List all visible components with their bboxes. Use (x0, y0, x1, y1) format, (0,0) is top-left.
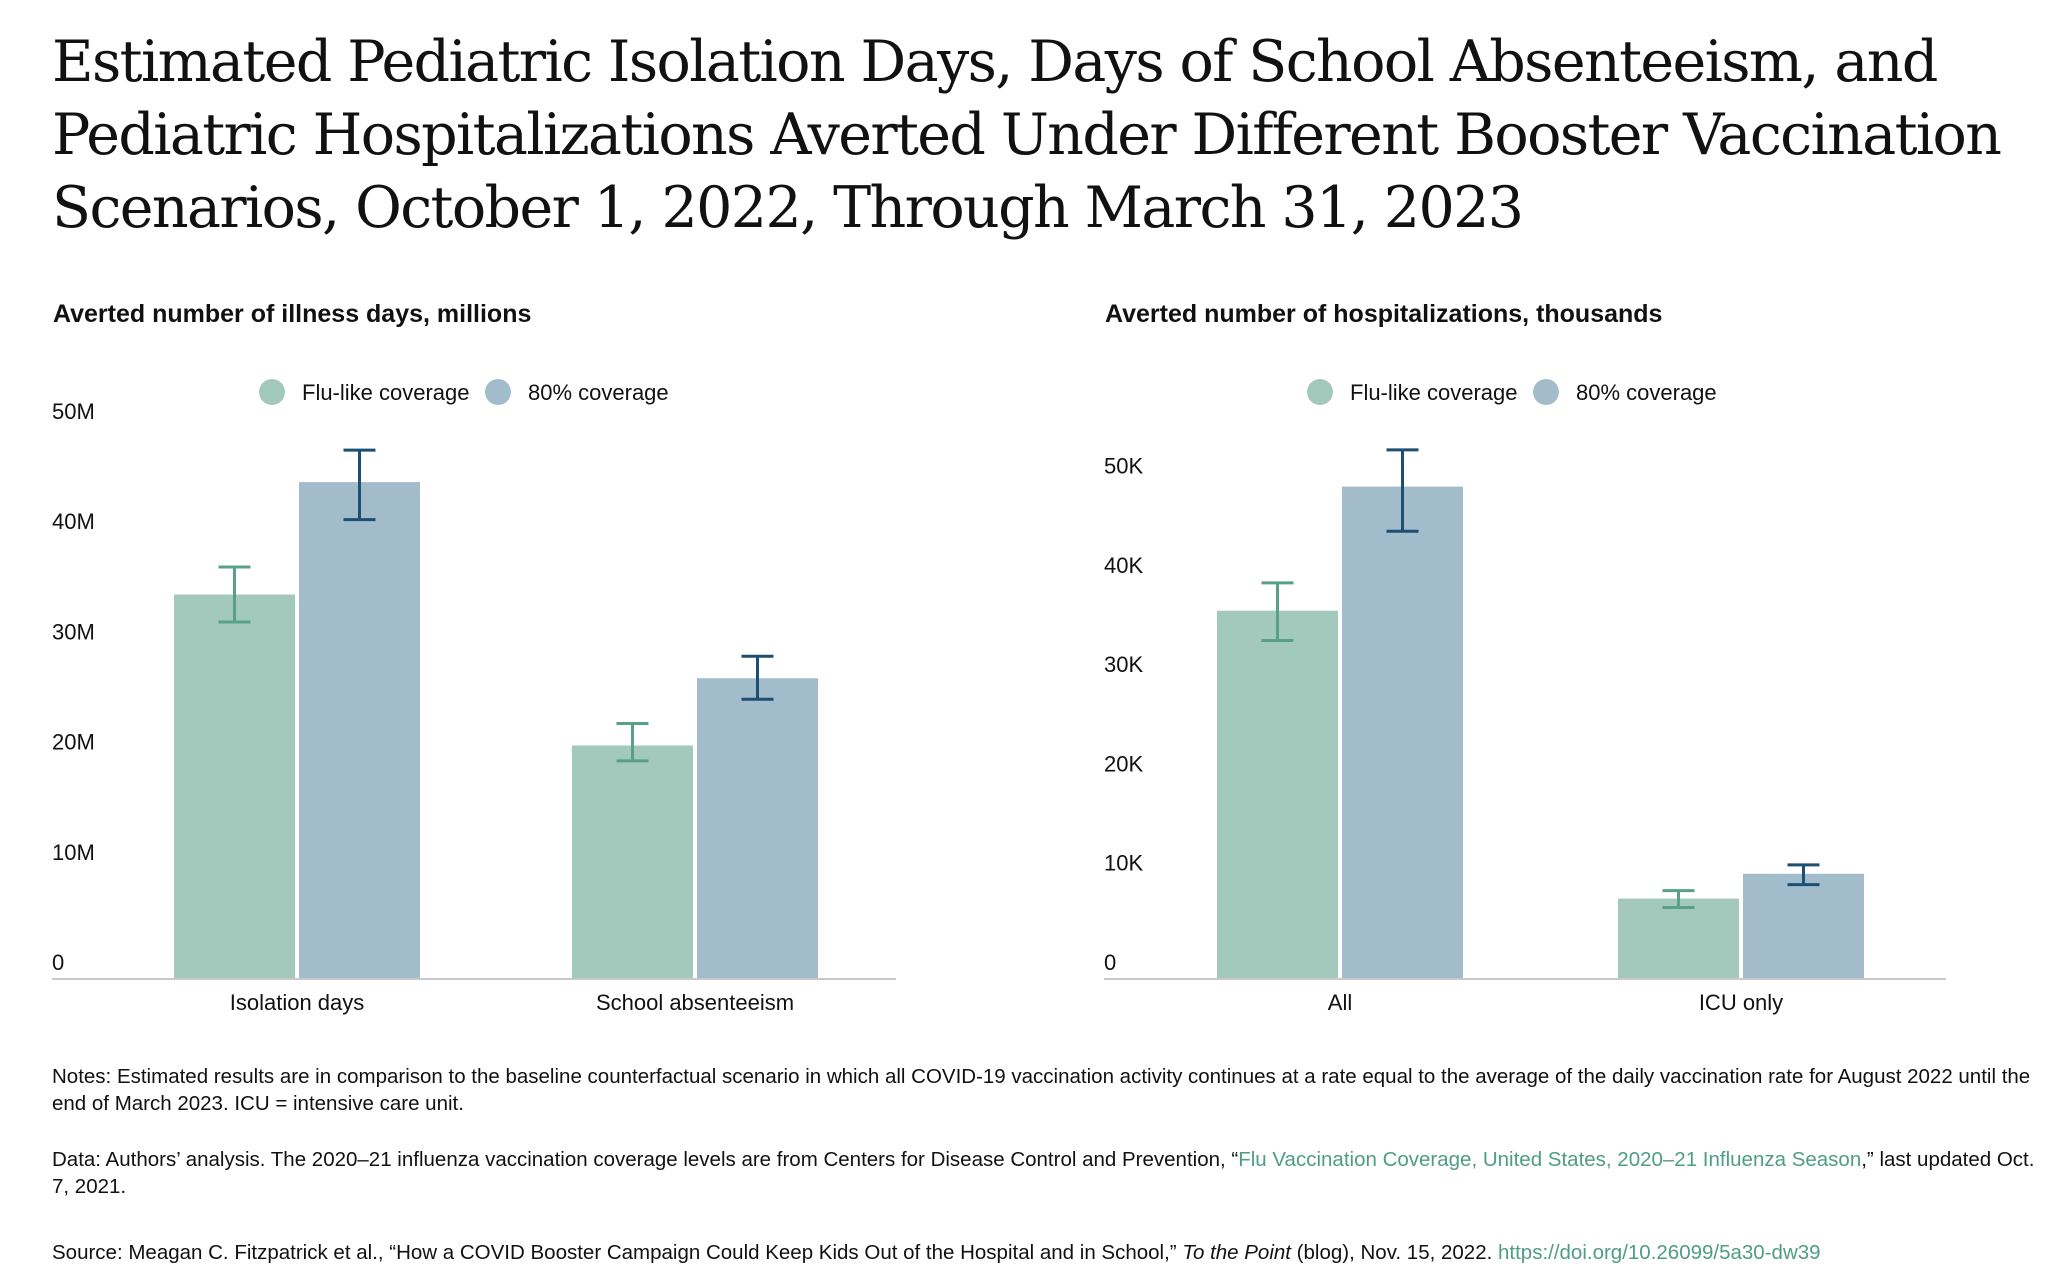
legend-swatch-80-percent (485, 379, 511, 405)
y-tick-label: 50M (52, 399, 95, 424)
source-blog-name: To the Point (1182, 1241, 1291, 1264)
y-tick-label: 0 (52, 950, 64, 975)
legend-swatch-flu-like (1307, 379, 1333, 405)
x-category-label: All (1328, 990, 1352, 1015)
page-title: Estimated Pediatric Isolation Days, Days… (52, 29, 2002, 241)
source-middle: (blog), Nov. 15, 2022. (1290, 1241, 1498, 1264)
cdc-flu-coverage-link[interactable]: Flu Vaccination Coverage, United States,… (1238, 1148, 1862, 1171)
data-note: Data: Authors’ analysis. The 2020–21 inf… (52, 1146, 2042, 1200)
y-tick-label: 20M (52, 730, 95, 755)
illness-days-chart: Averted number of illness days, millions… (52, 300, 896, 1015)
data-note-suffix: ,” last updated Oct. 7, 2021. (52, 1148, 2035, 1198)
notes-body: Notes: Estimated results are in comparis… (52, 1065, 2031, 1115)
legend-label: 80% coverage (528, 380, 669, 405)
x-category-label: School absenteeism (596, 990, 794, 1015)
bar-flu-like (1217, 610, 1338, 978)
doi-link[interactable]: https://doi.org/10.26099/5a30-dw39 (1498, 1241, 1821, 1264)
y-tick-label: 40K (1104, 553, 1143, 578)
data-note-prefix: Data: Authors’ analysis. The 2020–21 inf… (52, 1148, 1239, 1171)
source-note: Source: Meagan C. Fitzpatrick et al., “H… (52, 1239, 2042, 1266)
y-tick-label: 20K (1104, 751, 1143, 776)
source-prefix: Source: Meagan C. Fitzpatrick et al., “H… (52, 1241, 1183, 1264)
bar-80-percent (1743, 873, 1864, 978)
bar-flu-like (174, 594, 295, 978)
y-tick-label: 10K (1104, 851, 1143, 876)
legend-label: Flu-like coverage (1350, 380, 1518, 405)
y-tick-label: 30K (1104, 652, 1143, 677)
legend-swatch-80-percent (1533, 379, 1559, 405)
chart-subtitle: Averted number of illness days, millions (53, 300, 531, 328)
bar-80-percent (1342, 486, 1463, 978)
y-tick-label: 0 (1104, 950, 1116, 975)
y-tick-label: 30M (52, 619, 95, 644)
legend-swatch-flu-like (259, 379, 285, 405)
chart-subtitle: Averted number of hospitalizations, thou… (1105, 300, 1662, 328)
y-tick-label: 40M (52, 509, 95, 534)
bar-80-percent (299, 482, 420, 978)
bar-80-percent (697, 678, 818, 978)
y-tick-label: 50K (1104, 454, 1143, 479)
hospitalizations-chart: Averted number of hospitalizations, thou… (1104, 300, 1946, 1015)
x-category-label: Isolation days (230, 990, 365, 1015)
y-tick-label: 10M (52, 840, 95, 865)
bar-flu-like (1618, 898, 1739, 978)
notes-text: Notes: Estimated results are in comparis… (52, 1063, 2042, 1117)
bar-flu-like (572, 745, 693, 978)
legend-label: Flu-like coverage (302, 380, 470, 405)
legend-label: 80% coverage (1576, 380, 1717, 405)
x-category-label: ICU only (1699, 990, 1783, 1015)
